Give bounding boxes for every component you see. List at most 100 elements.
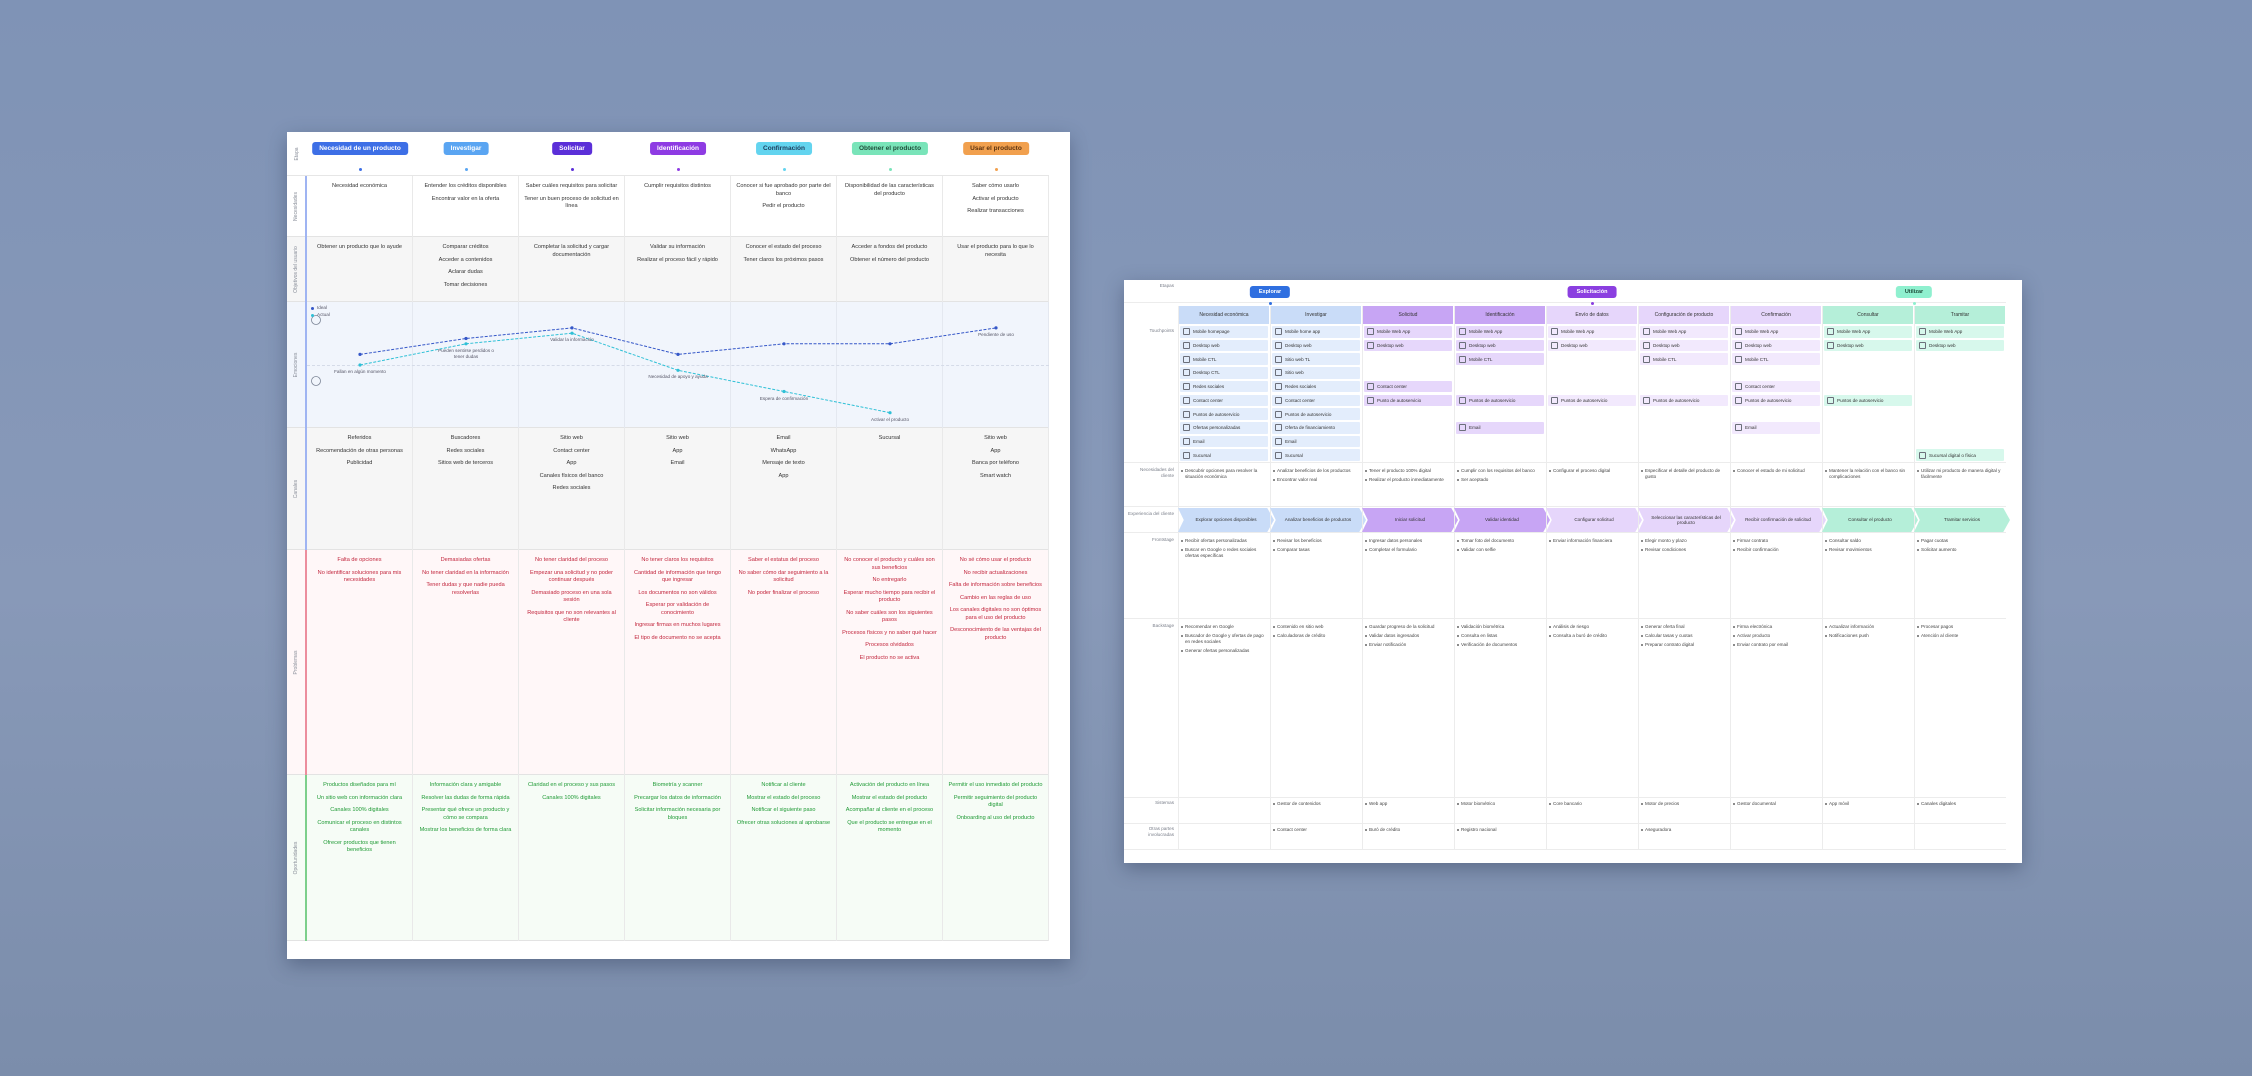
cell-text: Entender los créditos disponibles <box>424 183 507 189</box>
cell-text: Resolver las dudas de forma rápida <box>421 794 510 801</box>
row-cell: No conocer el producto y cuáles son sus … <box>837 550 943 775</box>
need-cell: Analizar beneficios de los productos Enco… <box>1273 468 1359 504</box>
need-item: Tener el producto 100% digital <box>1365 468 1451 474</box>
frontstage-item: Revisar condiciones <box>1641 547 1727 553</box>
touchpoint-label: Puntos de autoservicio <box>1653 397 1700 403</box>
touchpoint-label: Puntos de autoservicio <box>1745 397 1792 403</box>
bullet <box>1181 540 1183 542</box>
system-item: Web app <box>1365 801 1451 807</box>
touchpoint: Mobile CTL <box>1640 353 1728 366</box>
touchpoint: Oferta de financiamiento <box>1272 421 1360 434</box>
emotion-point <box>464 336 468 341</box>
cell-text: Saber cómo usarlo <box>972 183 1019 189</box>
cell-text: Canales 100% digitales <box>330 807 389 814</box>
touchpoint: Puntos de autoservicio <box>1824 394 1912 407</box>
touchpoint-icon <box>1183 328 1190 336</box>
bullet <box>1365 634 1367 637</box>
backstage-text: Consulta a buró de crédito <box>1553 632 1607 638</box>
need-text: Ser aceptado <box>1461 476 1489 482</box>
bullet <box>1641 470 1643 472</box>
cell-text: Desconocimiento de las ventajas del prod… <box>950 627 1041 641</box>
backstage-item: Atención al cliente <box>1917 633 2003 639</box>
touchpoint: Email <box>1456 421 1544 434</box>
step-header: Investigar <box>1271 306 1361 324</box>
cell-text: Sucursal <box>878 435 901 441</box>
row-label: Canales <box>293 479 299 499</box>
need-text: Conocer el estado de mi solicitud <box>1737 468 1805 473</box>
row-divider <box>1124 849 2006 850</box>
cell-text: Pedir el producto <box>762 203 805 210</box>
row-cell: Email WhatsApp Mensaje de texto App <box>731 428 837 550</box>
journey-row: Canales Referidos Recomendación de otras p… <box>287 428 1049 550</box>
touchpoint-label: Oferta de financiamiento <box>1285 425 1336 431</box>
need-cell: Utilizar mi producto de manera digital y… <box>1917 468 2003 504</box>
cell-text: No sé cómo usar el producto <box>959 557 1032 563</box>
frontstage-item: Solicitar aumento <box>1917 547 2003 553</box>
step-header: Identificación <box>1455 306 1545 324</box>
cell-text: Aclarar dudas <box>448 269 483 276</box>
touchpoint-label: Redes sociales <box>1285 384 1317 390</box>
touchpoint: Sucursal digital o física <box>1916 449 2004 461</box>
emotion-point <box>782 342 786 346</box>
bullet <box>1457 470 1459 472</box>
touchpoint: Mobile CTL <box>1456 353 1544 366</box>
cell-text: Realizar transacciones <box>967 208 1024 215</box>
backstage-cell: Contenido en sitio web Calculadoras de cr… <box>1273 624 1359 795</box>
frontstage-cell: Tomar foto del documento Validar con self… <box>1457 538 1543 616</box>
touchpoint-label: Redes sociales <box>1193 384 1225 390</box>
system-text: Gestor de contenidos <box>1277 801 1321 806</box>
row-cell: No tener claros los requisitos Cantidad d… <box>625 550 731 775</box>
touchpoint-icon <box>1735 383 1742 391</box>
system-item: Motor biométrico <box>1457 801 1543 807</box>
touchpoint: Desktop web <box>1548 339 1636 352</box>
cell-text: Un sitio web con información clara <box>316 794 403 801</box>
need-cell: Especificar el detalle del producto de g… <box>1641 468 1727 504</box>
touchpoint-icon <box>1735 424 1742 432</box>
touchpoint: Mobile Web App <box>1916 326 2004 338</box>
journey-row: Necesidades Necesidad económica Entender l… <box>287 176 1049 237</box>
backstage-text: Validar datos ingresados <box>1369 632 1420 638</box>
cell-text: Publicidad <box>346 460 373 467</box>
system-cell: Web app <box>1365 801 1451 821</box>
touchpoint: Mobile Web App <box>1548 326 1636 338</box>
frontstage-item: Validar con selfie <box>1457 547 1543 553</box>
row-cell: Demasiadas ofertas No tener claridad en l… <box>413 550 519 775</box>
bullet <box>1733 626 1735 628</box>
touchpoint-icon <box>1367 342 1374 350</box>
cell-text: No entregarlo <box>872 577 907 584</box>
touchpoint-icon <box>1183 451 1190 459</box>
system-item: App móvil <box>1825 801 1911 807</box>
phase-cell: Solicitación <box>1362 280 1822 306</box>
bullet <box>1273 540 1275 542</box>
bullet <box>1549 470 1551 472</box>
column-divider <box>1454 306 1455 849</box>
backstage-text: Actualizar información <box>1829 624 1875 629</box>
phase-dot <box>1268 302 1272 305</box>
cell-text: Obtener un producto que lo ayude <box>317 244 402 250</box>
row-cell: Referidos Recomendación de otras personas… <box>307 428 413 550</box>
cell-text: Falta de información sobre beneficios <box>949 582 1042 589</box>
cell-text: No identificar soluciones para mis neces… <box>317 569 402 584</box>
bullet <box>1273 470 1275 472</box>
touchpoint-icon <box>1183 355 1190 363</box>
backstage-item: Enviar contrato por email <box>1733 642 1819 648</box>
row-label: Objetivos del usuario <box>293 246 299 293</box>
frontstage-cell: Elegir monto y plazo Revisar condiciones <box>1641 538 1727 616</box>
touchpoint: Punto de autoservicio <box>1364 394 1452 407</box>
stage-pill: Confirmación <box>756 142 812 155</box>
touchpoint-icon <box>1551 396 1558 404</box>
cell-text: Tener claros los próximos pasos <box>743 256 824 263</box>
system-text: Canales digitales <box>1921 801 1956 806</box>
row-cell: Usar el producto para lo que lo necesita <box>943 237 1049 302</box>
touchpoint: Mobile Web App <box>1824 326 1912 338</box>
touchpoint-icon <box>1275 383 1282 391</box>
touchpoint: Mobile homepage <box>1180 326 1268 338</box>
cell-text: Realizar el proceso fácil y rápido <box>637 256 718 263</box>
need-text: Encontrar valor real <box>1277 476 1318 482</box>
touchpoint-label: Mobile CTL <box>1745 356 1769 362</box>
journey-step: Configurar solicitud <box>1546 508 1642 532</box>
backstage-cell: Firma electrónica Activar producto Enviar … <box>1733 624 1819 795</box>
cell-text: Onboarding al uso del producto <box>956 814 1035 821</box>
frontstage-item: Consultar saldo <box>1825 538 1911 544</box>
journey-row: Problemas Falta de opciones No identificar… <box>287 550 1049 775</box>
